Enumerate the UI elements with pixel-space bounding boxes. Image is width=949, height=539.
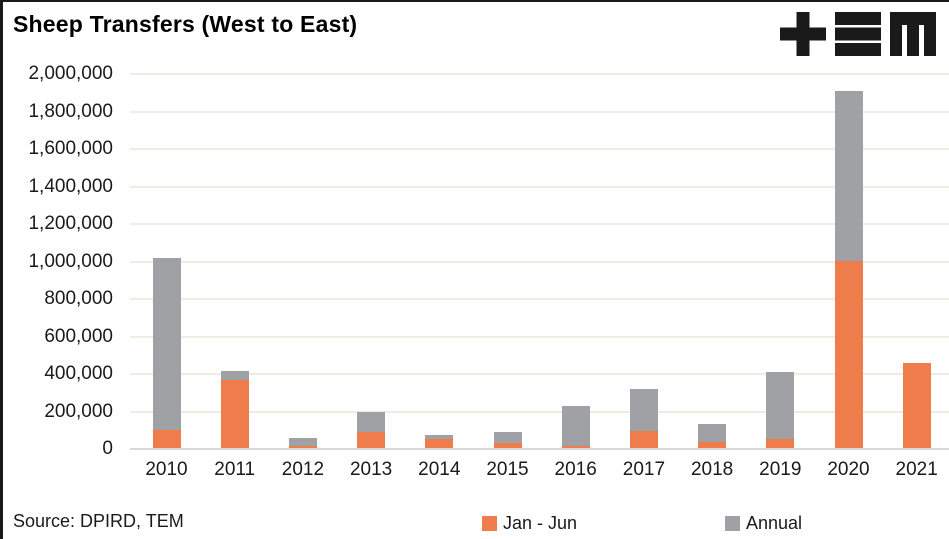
y-axis-tick-label: 1,400,000 bbox=[28, 175, 113, 197]
x-axis-tick-label: 2011 bbox=[214, 459, 256, 480]
y-axis-tick-label: 2,000,000 bbox=[28, 63, 113, 84]
x-axis-tick-label: 2020 bbox=[827, 459, 870, 480]
chart-title: Sheep Transfers (West to East) bbox=[13, 11, 358, 37]
bar-segment-janjun-2013 bbox=[357, 432, 386, 449]
bar-segment-annual-2016 bbox=[561, 406, 590, 446]
bar-segment-janjun-2011 bbox=[220, 380, 249, 449]
gridline bbox=[130, 223, 949, 225]
bar-segment-annual-2018 bbox=[698, 424, 727, 442]
gridline bbox=[130, 73, 949, 75]
x-axis-tick-label: 2013 bbox=[349, 459, 393, 480]
y-axis-tick-label: 200,000 bbox=[44, 400, 113, 422]
y-axis-tick-label: 1,800,000 bbox=[28, 100, 113, 122]
x-axis-tick-label: 2021 bbox=[895, 459, 938, 480]
plot-area bbox=[130, 73, 949, 450]
x-axis-tick-label: 2010 bbox=[145, 459, 188, 480]
x-axis-tick-label: 2019 bbox=[759, 459, 802, 480]
gridline bbox=[130, 185, 949, 188]
bar-segment-janjun-2021 bbox=[902, 363, 931, 449]
bar-segment-annual-2020 bbox=[834, 91, 863, 261]
y-axis-tick-label: 0 bbox=[102, 438, 113, 459]
x-axis-tick-label: 2018 bbox=[690, 459, 734, 480]
bar-segment-janjun-2017 bbox=[629, 431, 658, 449]
y-axis-tick-label: 1,000,000 bbox=[28, 250, 113, 272]
y-axis-tick-label: 1,200,000 bbox=[28, 213, 113, 234]
bar-segment-annual-2014 bbox=[425, 435, 454, 439]
bar-segment-annual-2010 bbox=[152, 258, 181, 430]
x-axis-tick-label: 2017 bbox=[622, 459, 666, 480]
legend-label-jan-jun: Jan - Jun bbox=[503, 513, 578, 533]
y-axis-tick-label: 400,000 bbox=[44, 363, 113, 384]
x-axis-tick-label: 2015 bbox=[486, 459, 529, 480]
y-axis-tick-label: 800,000 bbox=[44, 288, 113, 309]
y-axis-tick-label: 600,000 bbox=[44, 325, 113, 347]
gridline bbox=[130, 335, 949, 338]
bar-segment-annual-2011 bbox=[220, 371, 249, 380]
bar-segment-janjun-2018 bbox=[698, 442, 727, 449]
gridline bbox=[130, 410, 949, 413]
legend-swatch-jan-jun-icon bbox=[482, 516, 497, 531]
gridline bbox=[130, 148, 949, 150]
bar-segment-janjun-2012 bbox=[288, 446, 317, 449]
bar-segment-janjun-2019 bbox=[766, 439, 795, 449]
bar-segment-janjun-2020 bbox=[834, 261, 863, 449]
bar-segment-janjun-2015 bbox=[493, 443, 522, 449]
tem-logo-icon bbox=[780, 12, 936, 61]
gridline bbox=[130, 260, 949, 263]
gridline bbox=[130, 110, 949, 113]
bar-segment-janjun-2010 bbox=[152, 430, 181, 449]
gridline bbox=[130, 373, 949, 375]
legend-swatch-annual-icon bbox=[725, 516, 740, 531]
x-axis-tick-label: 2012 bbox=[281, 459, 325, 480]
x-axis-tick-label: 2014 bbox=[418, 459, 461, 480]
bar-segment-annual-2015 bbox=[493, 432, 522, 443]
source-note: Source: DPIRD, TEM bbox=[13, 511, 184, 531]
y-axis-tick-label: 1,600,000 bbox=[28, 138, 113, 159]
legend-item-annual: Annual bbox=[725, 513, 802, 534]
bar-segment-annual-2012 bbox=[288, 438, 317, 446]
bar-segment-annual-2013 bbox=[357, 412, 386, 432]
legend-label-annual: Annual bbox=[746, 513, 803, 533]
legend-item-jan-jun: Jan - Jun bbox=[482, 513, 577, 534]
bar-segment-janjun-2014 bbox=[425, 439, 454, 449]
bar-segment-annual-2017 bbox=[629, 389, 658, 431]
x-axis-line bbox=[130, 448, 949, 450]
x-axis-tick-label: 2016 bbox=[554, 459, 597, 480]
gridline bbox=[130, 298, 949, 300]
bar-segment-annual-2019 bbox=[766, 372, 795, 439]
bar-segment-janjun-2016 bbox=[561, 446, 590, 449]
